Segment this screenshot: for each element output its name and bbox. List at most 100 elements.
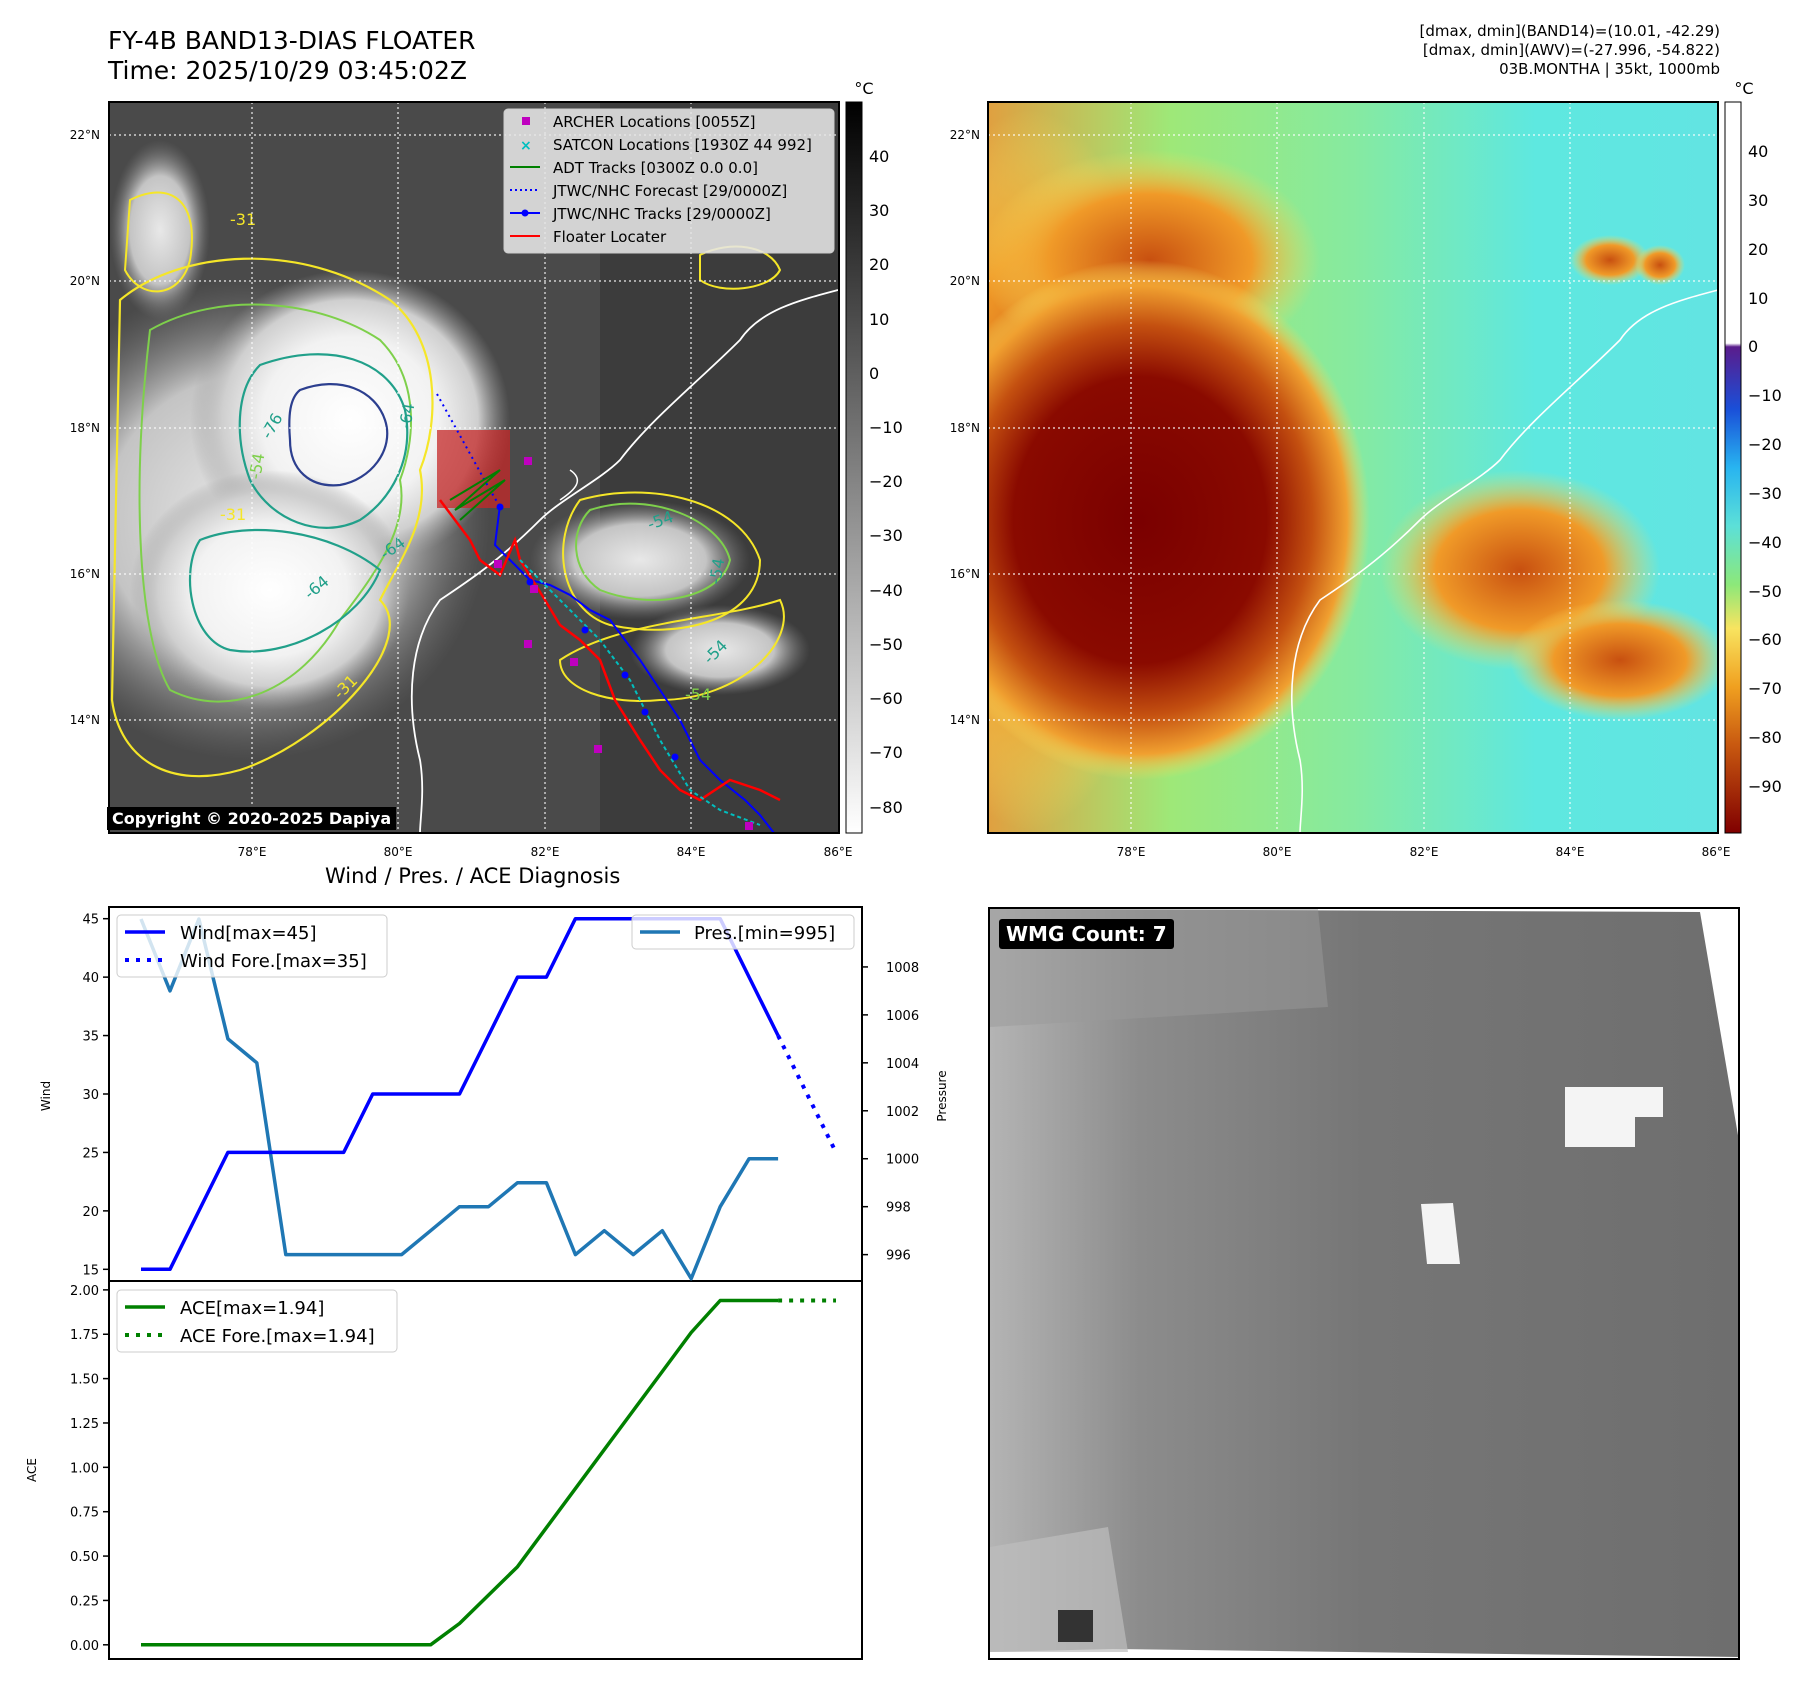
svg-text:86°E: 86°E <box>824 845 853 859</box>
legend-satcon: SATCON Locations [1930Z 44 992] <box>553 136 812 154</box>
svg-text:18°N: 18°N <box>950 421 980 435</box>
svg-text:20: 20 <box>869 255 889 274</box>
y-tick-label: 1004 <box>886 1057 919 1072</box>
legend-floater: Floater Locater <box>553 228 667 246</box>
awv-lat-labels: 22°N 20°N 18°N 16°N 14°N <box>950 128 980 727</box>
awv-colorbar <box>1724 101 1742 834</box>
awv-gridlines <box>988 102 1718 833</box>
svg-text:30: 30 <box>869 201 889 220</box>
svg-text:−80: −80 <box>869 798 903 817</box>
pres-legend: Pres.[min=995] <box>631 914 855 950</box>
storm-info: [dmax, dmin](BAND14)=(10.01, -42.29) [dm… <box>1420 22 1720 79</box>
wmg-image <box>990 909 1740 1657</box>
svg-text:40: 40 <box>1748 142 1768 161</box>
y-tick-label: 1006 <box>886 1009 919 1024</box>
ace-panel-frame <box>108 1280 863 1660</box>
awv-coastline <box>1291 289 1718 833</box>
awv-colorbar-unit: °C <box>1734 79 1753 98</box>
svg-text:14°N: 14°N <box>70 713 100 727</box>
y-tick-label: 0.25 <box>70 1594 99 1609</box>
ir-colorbar-unit: °C <box>854 79 873 98</box>
svg-text:10: 10 <box>869 310 889 329</box>
y-tick-label: 0.75 <box>70 1506 99 1521</box>
y-tick-label: 0.50 <box>70 1550 99 1565</box>
contour-label: -31 <box>220 505 246 524</box>
contour-label: -31 <box>230 210 256 229</box>
svg-text:−20: −20 <box>869 472 903 491</box>
wmg-bright-cell <box>1565 1087 1635 1147</box>
svg-text:−60: −60 <box>869 689 903 708</box>
copyright-label: Copyright © 2020-2025 Dapiya <box>107 807 397 830</box>
y-tick-label: 2.00 <box>70 1284 99 1299</box>
svg-text:−10: −10 <box>869 418 903 437</box>
adt-track <box>449 469 506 521</box>
y-tick-label: 35 <box>82 1030 99 1045</box>
pres-legend-label: Pres.[min=995] <box>694 923 835 944</box>
y-tick-label: 15 <box>82 1263 99 1278</box>
ace-axis-label: ACE <box>25 1458 39 1482</box>
svg-text:−40: −40 <box>869 581 903 600</box>
ir-legend: ARCHER Locations [0055Z] × SATCON Locati… <box>503 108 835 254</box>
diagnosis-title: Wind / Pres. / ACE Diagnosis <box>325 864 621 888</box>
pressure-axis-ticks: 996 998 1000 1002 1004 1006 1008 <box>862 961 919 1264</box>
satcon-legend-icon: × <box>520 138 532 154</box>
wind-fore-legend-label: Wind Fore.[max=35] <box>180 951 367 972</box>
legend-adt: ADT Tracks [0300Z 0.0 0.0] <box>553 159 758 177</box>
svg-text:−30: −30 <box>1748 484 1782 503</box>
contour-label: -54 <box>705 557 728 586</box>
svg-text:78°E: 78°E <box>238 845 267 859</box>
y-tick-label: 1008 <box>886 961 919 976</box>
legend-forecast: JTWC/NHC Forecast [29/0000Z] <box>552 182 787 200</box>
cloud-band-east <box>530 500 750 620</box>
title-line-2: Time: 2025/10/29 03:45:02Z <box>108 56 467 85</box>
y-tick-label: 1.75 <box>70 1328 99 1343</box>
svg-text:16°N: 16°N <box>950 567 980 581</box>
svg-text:30: 30 <box>1748 191 1768 210</box>
archer-points <box>494 457 753 830</box>
ir-colorbar <box>845 101 863 834</box>
wmg-count-badge: WMG Count: 7 <box>999 919 1174 949</box>
awv-colorbar-ticks: 40 30 20 10 0 −10 −20 −30 −40 −50 −60 −7… <box>1748 142 1782 796</box>
floater-box <box>437 430 510 508</box>
svg-text:22°N: 22°N <box>950 128 980 142</box>
wmg-panel <box>988 907 1740 1660</box>
svg-text:18°N: 18°N <box>70 421 100 435</box>
wmg-bright-cell-2 <box>1421 1203 1460 1264</box>
coastline <box>410 289 839 833</box>
wind-axis-ticks: 15 20 25 30 35 40 45 <box>82 913 109 1278</box>
title-line-1: FY-4B BAND13-DIAS FLOATER <box>108 26 476 55</box>
y-tick-label: 40 <box>82 971 99 986</box>
y-tick-label: 1.50 <box>70 1373 99 1388</box>
svg-text:−50: −50 <box>869 635 903 654</box>
ace-legend: ACE[max=1.94] ACE Fore.[max=1.94] <box>116 1289 398 1353</box>
contour-label: -64 <box>395 402 418 431</box>
ace-line <box>141 1298 779 1647</box>
y-tick-label: 996 <box>886 1249 911 1264</box>
contour-yellow <box>110 257 434 778</box>
awv-dry-core <box>988 260 1370 780</box>
awv-map-panel: 22°N 20°N 18°N 16°N 14°N 78°E 80°E 82°E … <box>950 79 1782 859</box>
svg-text:14°N: 14°N <box>950 713 980 727</box>
svg-text:84°E: 84°E <box>677 845 706 859</box>
wind-legend: Wind[max=45] Wind Fore.[max=35] <box>116 914 388 978</box>
contour-green <box>138 303 412 703</box>
y-tick-label: 25 <box>82 1146 99 1161</box>
y-tick-label: 20 <box>82 1205 99 1220</box>
info-line-2: [dmax, dmin](AWV)=(-27.996, -54.822) <box>1422 41 1720 59</box>
legend-track: JTWC/NHC Tracks [29/0000Z] <box>552 205 771 223</box>
svg-text:86°E: 86°E <box>1702 845 1731 859</box>
svg-text:40: 40 <box>869 147 889 166</box>
archer-legend-icon <box>522 117 530 125</box>
ace-legend-label: ACE[max=1.94] <box>180 1298 324 1319</box>
svg-text:−10: −10 <box>1748 386 1782 405</box>
svg-text:20°N: 20°N <box>950 274 980 288</box>
diagnosis-chart: 15 20 25 30 35 40 45 996 998 1000 1002 1004 1006 100… <box>25 906 949 1660</box>
y-tick-label: 30 <box>82 1088 99 1103</box>
contour-label: -54 <box>685 685 711 704</box>
svg-text:−80: −80 <box>1748 728 1782 747</box>
svg-text:16°N: 16°N <box>70 567 100 581</box>
svg-text:−90: −90 <box>1748 777 1782 796</box>
y-tick-label: 1.25 <box>70 1417 99 1432</box>
wmg-frame <box>988 907 1740 1660</box>
svg-text:−60: −60 <box>1748 630 1782 649</box>
